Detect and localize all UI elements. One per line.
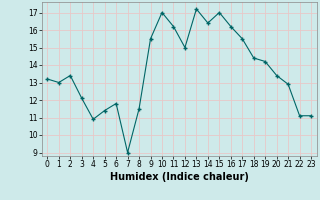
X-axis label: Humidex (Indice chaleur): Humidex (Indice chaleur) (110, 172, 249, 182)
